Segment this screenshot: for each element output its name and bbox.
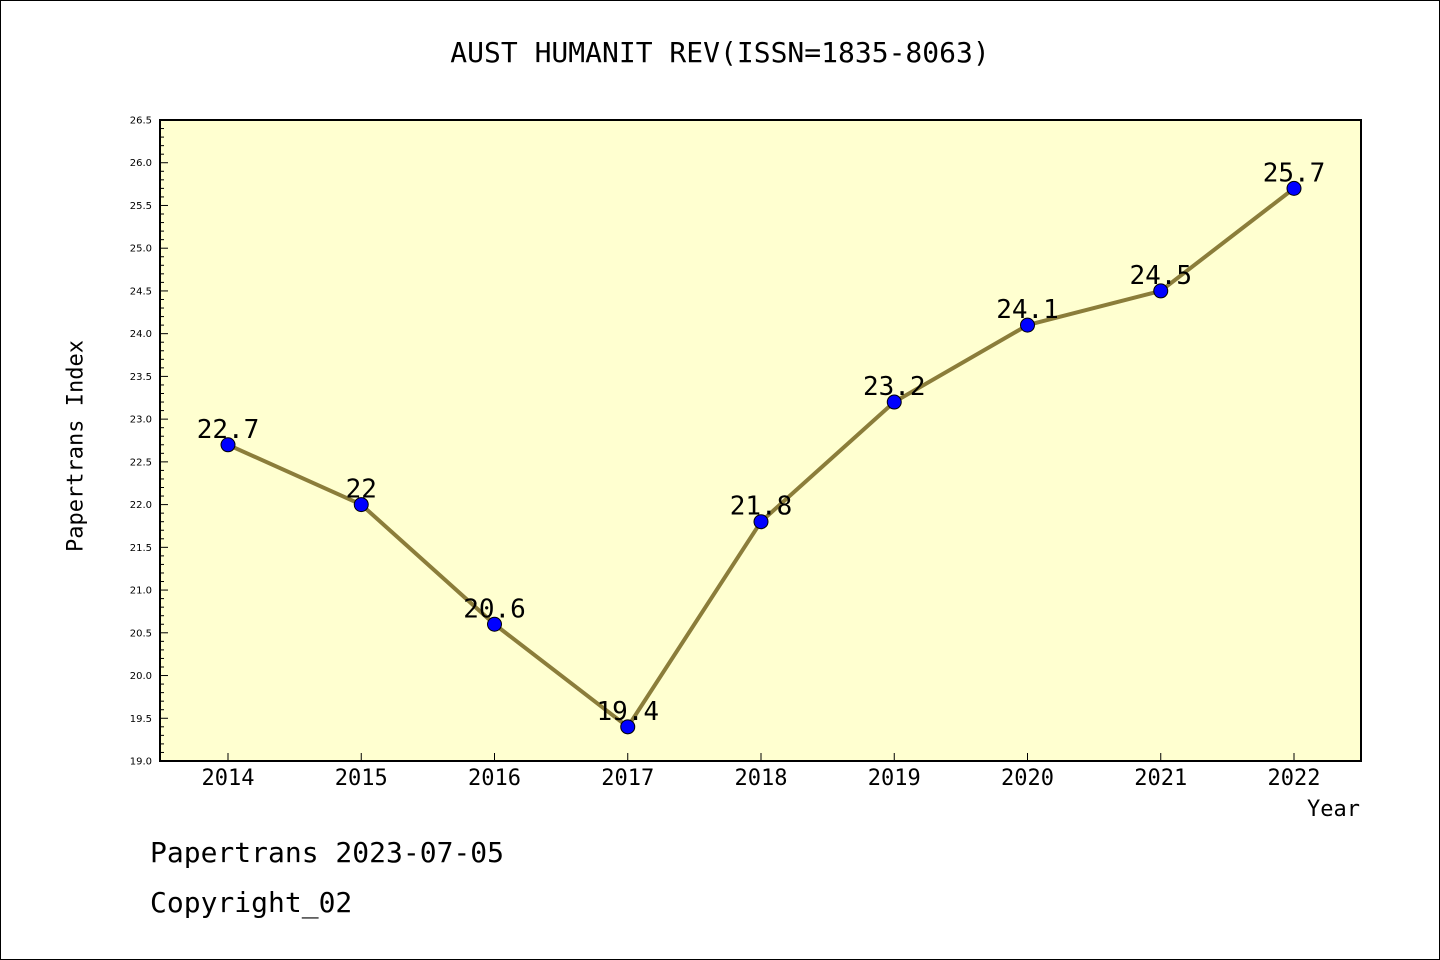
y-tick-label: 19.5 — [130, 714, 152, 725]
y-tick-label: 22.0 — [130, 500, 152, 511]
data-point — [1020, 317, 1035, 333]
y-tick-label: 19.0 — [130, 757, 152, 768]
y-tick-label: 21.5 — [130, 543, 152, 554]
x-tick-label: 2022 — [1268, 766, 1321, 791]
plot-border — [159, 119, 1362, 762]
data-point — [1153, 283, 1169, 299]
data-point — [753, 514, 769, 530]
data-label: 22 — [346, 475, 377, 505]
data-point — [220, 437, 236, 453]
y-tick-label: 20.5 — [130, 628, 152, 639]
x-axis: 2014 2015 2016 2017 2018 2019 2020 2021 2022 — [202, 753, 1321, 791]
footer-date: Papertrans 2023-07-05 — [150, 836, 505, 869]
y-tick-label: 20.0 — [130, 671, 152, 682]
data-point — [1286, 180, 1302, 196]
data-label: 24.1 — [996, 295, 1059, 325]
data-point — [487, 616, 502, 632]
x-tick-label: 2016 — [468, 766, 521, 791]
data-point — [886, 394, 902, 410]
data-point — [353, 497, 369, 513]
x-tick-label: 2014 — [202, 766, 255, 791]
y-tick-label: 23.0 — [130, 415, 152, 426]
data-label: 25.7 — [1263, 158, 1326, 188]
y-tick-label: 25.5 — [130, 201, 152, 212]
plot-area — [160, 120, 1361, 761]
data-label: 19.4 — [596, 697, 659, 727]
series-group: 22.7 22 20.6 19.4 21.8 23.2 24.1 24.5 25.7 — [197, 158, 1326, 735]
y-tick-label: 24.5 — [130, 286, 152, 297]
data-label: 20.6 — [463, 594, 526, 624]
chart-title: AUST HUMANIT REV(ISSN=1835-8063) — [450, 36, 990, 69]
x-tick-label: 2018 — [735, 766, 788, 791]
x-tick-label: 2020 — [1001, 766, 1054, 791]
y-tick-label: 24.0 — [130, 329, 152, 340]
data-label: 23.2 — [863, 372, 926, 402]
y-tick-label: 21.0 — [130, 586, 152, 597]
y-tick-label: 26.5 — [130, 116, 152, 127]
x-tick-label: 2019 — [868, 766, 921, 791]
y-tick-label: 23.5 — [130, 372, 152, 383]
y-tick-label: 26.0 — [130, 158, 152, 169]
y-tick-label: 25.0 — [130, 244, 152, 255]
data-label: 22.7 — [197, 415, 260, 445]
footer-copyright: Copyright_02 — [150, 886, 353, 919]
y-axis: 19.0 19.5 20.0 20.5 21.0 21.5 22.0 22.5 23.0 23.5… — [130, 116, 168, 768]
x-tick-label: 2021 — [1134, 766, 1187, 791]
data-label: 24.5 — [1129, 261, 1192, 291]
data-point — [620, 719, 636, 735]
data-label: 21.8 — [730, 492, 793, 522]
y-tick-label: 22.5 — [130, 457, 152, 468]
x-tick-label: 2015 — [335, 766, 388, 791]
x-axis-label: Year — [1307, 797, 1360, 822]
x-tick-label: 2017 — [601, 766, 654, 791]
